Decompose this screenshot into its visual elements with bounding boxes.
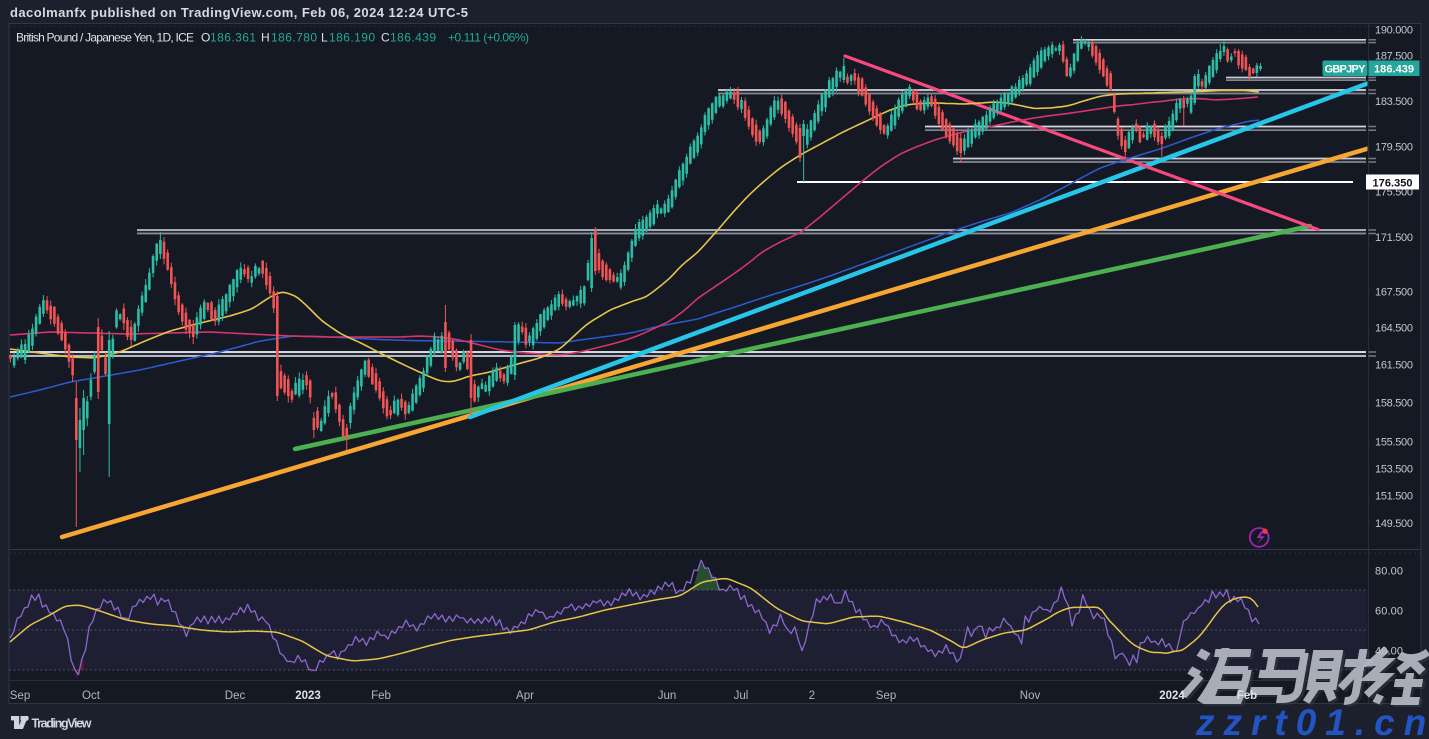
svg-text:179.500: 179.500 xyxy=(1375,142,1413,154)
svg-text:80.00: 80.00 xyxy=(1375,565,1403,577)
svg-text:167.500: 167.500 xyxy=(1375,286,1413,298)
svg-text:2: 2 xyxy=(809,690,815,702)
svg-text:186.780: 186.780 xyxy=(271,31,317,45)
svg-text:GBPJPY: GBPJPY xyxy=(1325,63,1367,75)
svg-text:186.190: 186.190 xyxy=(329,31,375,45)
svg-text:186.439: 186.439 xyxy=(1374,63,1414,75)
svg-text:Feb: Feb xyxy=(1237,690,1257,702)
svg-text:Sep: Sep xyxy=(10,690,30,702)
svg-text:O: O xyxy=(201,31,210,45)
svg-text:60.00: 60.00 xyxy=(1375,606,1403,618)
svg-text:Nov: Nov xyxy=(1020,690,1041,702)
svg-text:Jun: Jun xyxy=(658,690,677,702)
svg-text:2024: 2024 xyxy=(1159,690,1185,702)
svg-text:153.500: 153.500 xyxy=(1375,463,1413,475)
svg-text:190.000: 190.000 xyxy=(1375,25,1413,37)
svg-text:Dec: Dec xyxy=(225,690,246,702)
svg-text:C: C xyxy=(381,31,390,45)
svg-text:Apr: Apr xyxy=(516,690,534,702)
svg-text:Oct: Oct xyxy=(82,690,101,702)
svg-text:155.500: 155.500 xyxy=(1375,437,1413,449)
svg-text:H: H xyxy=(261,31,270,45)
svg-text:176.350: 176.350 xyxy=(1373,177,1413,189)
svg-text:149.500: 149.500 xyxy=(1375,518,1413,530)
svg-text:dacolmanfx published on Tradin: dacolmanfx published on TradingView.com,… xyxy=(10,5,468,20)
svg-text:161.500: 161.500 xyxy=(1375,360,1413,372)
svg-text:Feb: Feb xyxy=(371,690,391,702)
svg-text:186.361: 186.361 xyxy=(210,31,256,45)
svg-text:2023: 2023 xyxy=(295,690,321,702)
svg-text:TradingView: TradingView xyxy=(32,717,92,731)
svg-text:158.500: 158.500 xyxy=(1375,398,1413,410)
svg-text:183.500: 183.500 xyxy=(1375,96,1413,108)
svg-text:British Pound / Japanese Yen,: British Pound / Japanese Yen, 1D, ICE xyxy=(16,31,194,45)
svg-text:+0.111 (+0.06%): +0.111 (+0.06%) xyxy=(448,31,529,45)
svg-text:187.500: 187.500 xyxy=(1375,51,1413,63)
svg-text:zzrt01.cn: zzrt01.cn xyxy=(1195,702,1429,739)
svg-text:Jul: Jul xyxy=(734,690,749,702)
svg-text:151.500: 151.500 xyxy=(1375,490,1413,502)
svg-text:40.00: 40.00 xyxy=(1375,646,1403,658)
svg-text:L: L xyxy=(321,31,328,45)
svg-text:171.500: 171.500 xyxy=(1375,232,1413,244)
svg-text:186.439: 186.439 xyxy=(390,31,436,45)
svg-text:164.500: 164.500 xyxy=(1375,323,1413,335)
svg-text:Sep: Sep xyxy=(876,690,896,702)
